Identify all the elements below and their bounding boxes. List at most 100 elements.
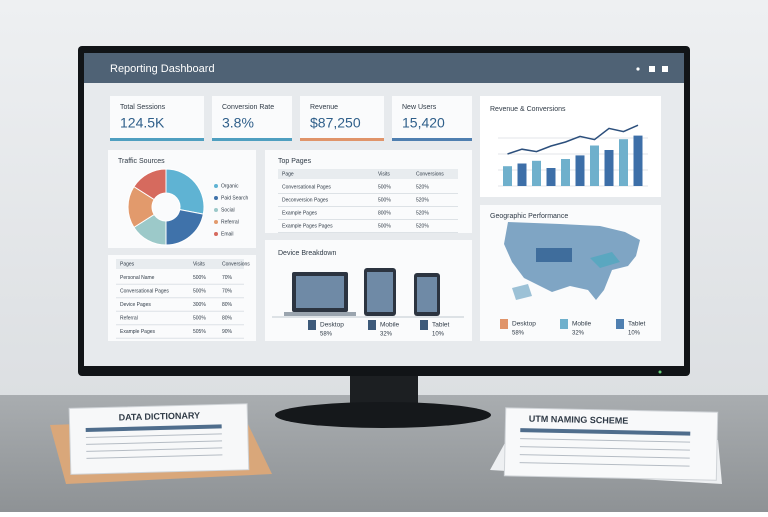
table-cell: 520%: [416, 223, 429, 229]
card-title: Traffic Sources: [118, 158, 165, 165]
paper: [68, 403, 250, 475]
doc-line: [86, 447, 223, 452]
legend-label: Referral: [221, 219, 239, 225]
doc-line: [86, 454, 223, 459]
table-header-bg: [278, 169, 458, 179]
doc-line: [85, 433, 222, 438]
kpi-value: $87,250: [310, 115, 361, 131]
card-title: Revenue & Conversions: [490, 106, 566, 113]
doc-line: [86, 440, 223, 445]
device-icon: [616, 319, 624, 329]
table-cell: Example Pages Pages: [282, 223, 333, 229]
table-header: Visits: [378, 171, 390, 177]
dashboard-title: Reporting Dashboard: [110, 63, 215, 75]
bar: [575, 155, 585, 186]
device-share: 32%: [572, 331, 585, 337]
device-share: 10%: [628, 331, 641, 337]
bar: [619, 139, 628, 186]
header-icon: [649, 66, 655, 72]
kpi-card: [212, 96, 292, 141]
table-cell: 520%: [416, 210, 429, 216]
paper: [503, 407, 719, 481]
bar: [561, 159, 570, 186]
kpi-label: Revenue: [310, 104, 338, 111]
document-title: DATA DICTIONARY: [119, 410, 201, 422]
device-name: Desktop: [320, 322, 344, 329]
device-icon: [560, 319, 568, 329]
pie-slice: [165, 168, 205, 215]
kpi-card: [392, 96, 472, 141]
table-cell: 500%: [378, 223, 391, 229]
pie-slice: [133, 168, 167, 201]
map-region: [536, 248, 572, 262]
legend-dot: [214, 196, 218, 200]
table-cell: 80%: [222, 302, 233, 308]
dynamic-layer: Organic Paid Search Social Referral Email Pag…: [116, 124, 648, 339]
legend-label: Social: [221, 207, 235, 213]
doc-line: [520, 438, 691, 443]
table-cell: Deconversion Pages: [282, 197, 329, 203]
legend-dot: [214, 184, 218, 188]
header-icon: [636, 67, 640, 71]
legend-dot: [214, 208, 218, 212]
kpi-label: Total Sessions: [120, 104, 166, 111]
document-title: UTM NAMING SCHEME: [529, 414, 629, 426]
kpi-accent: [212, 138, 292, 141]
kpi-value: 3.8%: [222, 115, 254, 131]
table-cell: Personal Name: [120, 275, 155, 281]
monitor-base: [275, 402, 491, 428]
device-name: Tablet: [432, 322, 450, 329]
table-cell: Conversational Pages: [120, 288, 169, 294]
table-cell: 500%: [193, 275, 206, 281]
map-region: [590, 252, 620, 268]
card-title: Geographic Performance: [490, 213, 568, 220]
legend-label: Paid Search: [221, 195, 248, 201]
kpi-accent: [300, 138, 384, 141]
device-share: 32%: [380, 332, 393, 338]
tablet-screen: [367, 272, 393, 312]
table-header-bg: [116, 259, 244, 269]
left-document: DATA DICTIONARY: [68, 403, 250, 475]
card-title: Device Breakdown: [278, 250, 336, 257]
bar: [517, 163, 527, 186]
bar: [604, 150, 614, 186]
table-header: Conversions: [222, 261, 250, 267]
doc-header: [520, 428, 691, 436]
table-cell: 505%: [193, 329, 206, 335]
table-cell: Example Pages: [282, 210, 318, 216]
legend-dot: [214, 220, 218, 224]
laptop-screen: [296, 276, 344, 308]
kpi-accent: [392, 138, 472, 141]
table-cell: 520%: [416, 197, 429, 203]
kpi-label: New Users: [402, 104, 437, 111]
device-name: Mobile: [572, 321, 592, 328]
laptop-base: [284, 312, 356, 316]
line-series: [507, 124, 639, 155]
table-cell: Device Pages: [120, 302, 151, 308]
table-cell: 90%: [222, 329, 233, 335]
table-header: Visits: [193, 261, 205, 267]
table-cell: Conversational Pages: [282, 184, 331, 190]
table-cell: 300%: [193, 302, 206, 308]
doc-line: [519, 462, 690, 467]
bar: [532, 160, 541, 186]
kpi-card: [110, 96, 204, 141]
right-document: UTM NAMING SCHEME: [503, 407, 719, 481]
bar: [633, 135, 643, 186]
legend-label: Email: [221, 231, 234, 237]
device-name: Tablet: [628, 321, 646, 328]
table-header: Page: [282, 171, 294, 177]
table-cell: 80%: [222, 315, 233, 321]
device-icon: [420, 320, 428, 330]
kpi-value: 15,420: [402, 115, 445, 131]
phone-screen: [417, 277, 437, 312]
legend-dot: [214, 232, 218, 236]
kpi-card: [300, 96, 384, 141]
card-title: Top Pages: [278, 158, 312, 165]
divider: [272, 316, 464, 318]
table-cell: 70%: [222, 288, 233, 294]
device-icon: [368, 320, 376, 330]
header-icon: [662, 66, 668, 72]
table-header: Pages: [120, 261, 135, 267]
